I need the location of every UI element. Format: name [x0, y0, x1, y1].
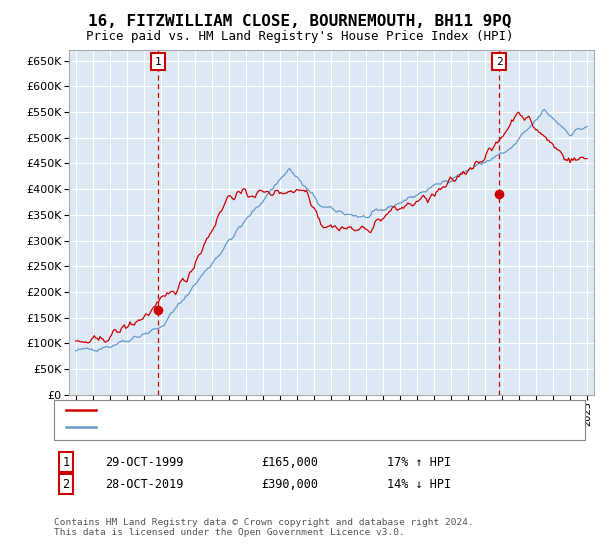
Text: 17% ↑ HPI: 17% ↑ HPI: [387, 455, 451, 469]
Text: 1: 1: [62, 455, 70, 469]
Text: £390,000: £390,000: [261, 478, 318, 491]
Text: Contains HM Land Registry data © Crown copyright and database right 2024.
This d: Contains HM Land Registry data © Crown c…: [54, 518, 474, 538]
Text: £165,000: £165,000: [261, 455, 318, 469]
Text: 29-OCT-1999: 29-OCT-1999: [105, 455, 184, 469]
Text: 2: 2: [496, 57, 502, 67]
Text: 16, FITZWILLIAM CLOSE, BOURNEMOUTH, BH11 9PQ: 16, FITZWILLIAM CLOSE, BOURNEMOUTH, BH11…: [88, 14, 512, 29]
Text: Price paid vs. HM Land Registry's House Price Index (HPI): Price paid vs. HM Land Registry's House …: [86, 30, 514, 43]
Text: 16, FITZWILLIAM CLOSE, BOURNEMOUTH, BH11 9PQ (detached house): 16, FITZWILLIAM CLOSE, BOURNEMOUTH, BH11…: [102, 405, 460, 415]
Text: 1: 1: [155, 57, 161, 67]
Text: 2: 2: [62, 478, 70, 491]
Text: 28-OCT-2019: 28-OCT-2019: [105, 478, 184, 491]
Text: 14% ↓ HPI: 14% ↓ HPI: [387, 478, 451, 491]
Text: HPI: Average price, detached house, Bournemouth Christchurch and Poole: HPI: Average price, detached house, Bour…: [102, 422, 513, 432]
